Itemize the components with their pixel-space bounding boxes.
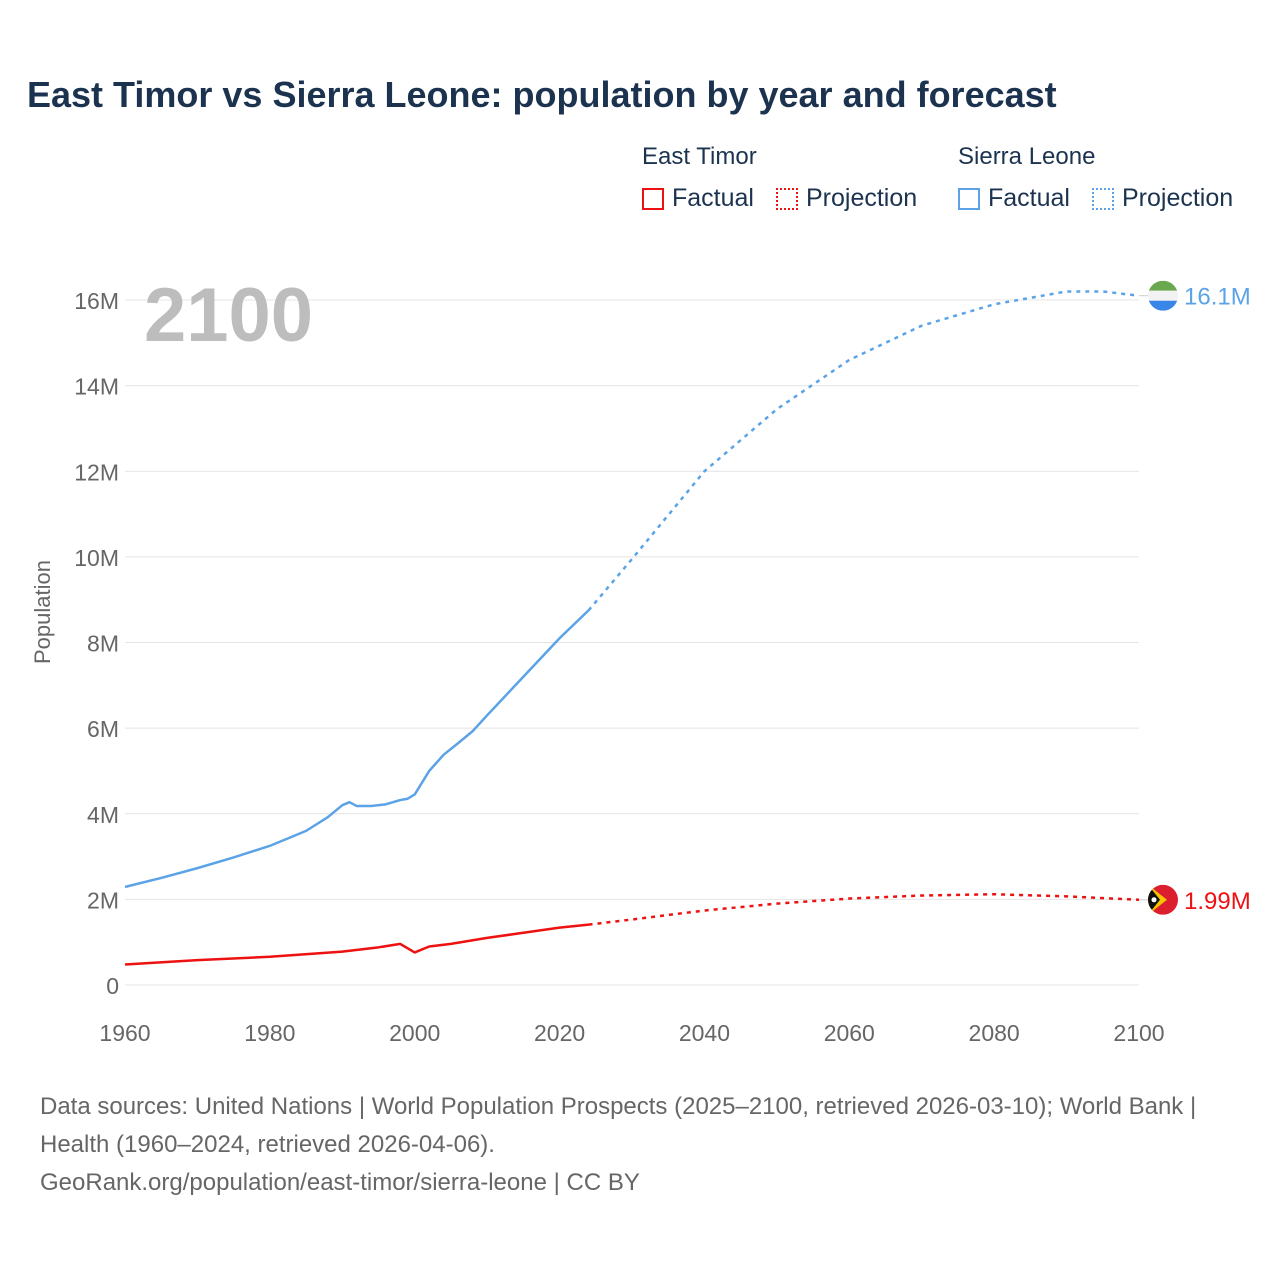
- x-tick-label: 2080: [969, 1020, 1020, 1046]
- legend-east-timor-factual[interactable]: Factual: [642, 184, 754, 213]
- legend-swatch-solid: [958, 187, 980, 210]
- x-tick-label: 2040: [679, 1020, 730, 1046]
- y-tick-label: 0: [106, 973, 119, 999]
- y-tick-label: 10M: [74, 545, 119, 571]
- legend-label: Projection: [806, 184, 918, 212]
- legend-label: Factual: [672, 184, 754, 212]
- legend-swatch-dotted: [776, 187, 798, 210]
- y-tick-label: 2M: [87, 887, 119, 913]
- x-tick-label: 2060: [824, 1020, 875, 1046]
- x-tick-label: 2000: [389, 1020, 440, 1046]
- y-tick-label: 16M: [74, 288, 119, 314]
- legend-east-timor-projection[interactable]: Projection: [776, 184, 917, 213]
- y-tick-label: 12M: [74, 459, 119, 485]
- y-tick-label: 8M: [87, 631, 119, 657]
- chart-title: East Timor vs Sierra Leone: population b…: [27, 74, 1057, 115]
- y-axis-label: Population: [30, 560, 55, 664]
- footer: Data sources: United Nations | World Pop…: [40, 1088, 1240, 1202]
- x-tick-label: 1980: [244, 1020, 295, 1046]
- east-timor-factual-line: [124, 923, 589, 966]
- y-tick-label: 6M: [87, 716, 119, 742]
- east-timor-projection-line: [588, 892, 1140, 926]
- legend-group-east-timor: East Timor: [642, 143, 757, 170]
- x-tick-label: 2020: [534, 1020, 585, 1046]
- legend-group-sierra-leone: Sierra Leone: [958, 143, 1096, 170]
- sierra-leone-flag-icon: [1148, 280, 1178, 311]
- sierra-leone-end-label: 16.1M: [1184, 284, 1251, 311]
- sierra-leone-projection-line: [587, 290, 1140, 612]
- legend-swatch-solid: [642, 187, 664, 210]
- y-tick-label: 14M: [74, 374, 119, 400]
- y-tick-label: 4M: [87, 802, 119, 828]
- source-link[interactable]: GeoRank.org/population/east-timor/sierra…: [40, 1169, 640, 1196]
- legend-sierra-leone-factual[interactable]: Factual: [958, 184, 1070, 213]
- legend-swatch-dotted: [1092, 187, 1114, 210]
- legend-sierra-leone-projection[interactable]: Projection: [1092, 184, 1233, 213]
- legend-label: Projection: [1122, 184, 1234, 212]
- x-tick-label: 1960: [99, 1020, 150, 1046]
- data-sources: Data sources: United Nations | World Pop…: [40, 1093, 1197, 1158]
- legend-label: Factual: [988, 184, 1070, 212]
- x-tick-label: 2100: [1113, 1020, 1164, 1046]
- sierra-leone-factual-line: [124, 609, 590, 889]
- east-timor-flag-icon: [1148, 884, 1178, 915]
- east-timor-end-label: 1.99M: [1184, 888, 1251, 915]
- current-year-label: 2100: [144, 273, 314, 358]
